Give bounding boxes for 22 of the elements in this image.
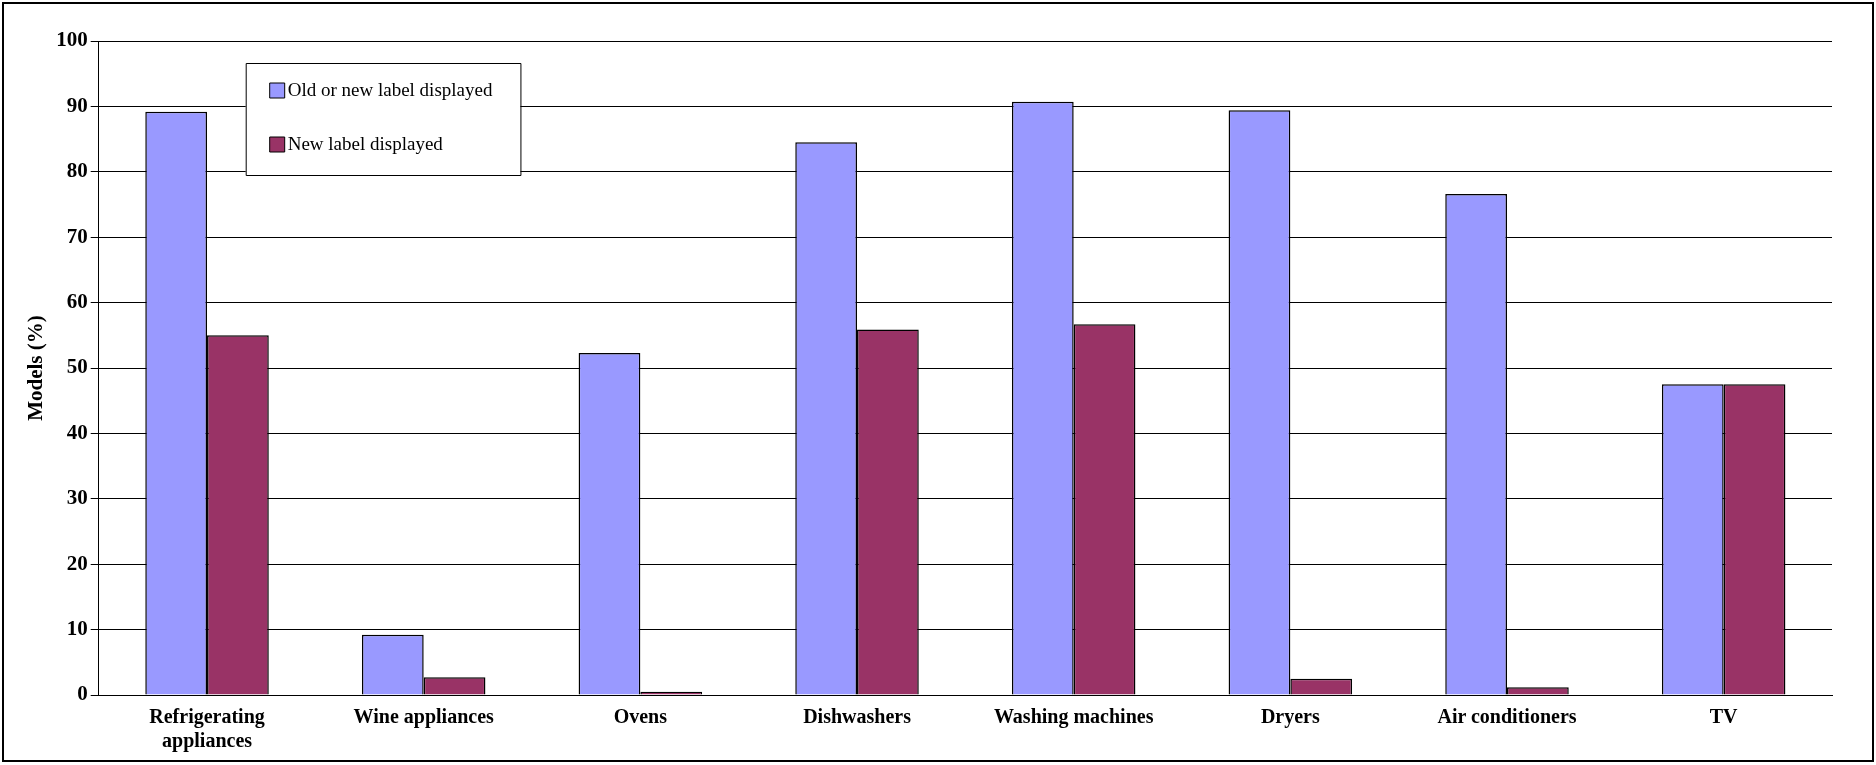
y-tick-label: 10 (66, 616, 88, 641)
x-tick-label: Air conditioners (1437, 705, 1577, 728)
x-tick-label: TV (1709, 705, 1739, 728)
y-tick-label: 60 (66, 289, 88, 314)
y-tick-label: 0 (77, 681, 88, 706)
x-tick-label: Ovens (613, 705, 668, 728)
y-tick-label: 30 (66, 485, 88, 510)
y-tick-label: 100 (56, 27, 88, 52)
x-tick-label: Dryers (1260, 705, 1320, 729)
y-tick-label: 20 (66, 550, 88, 575)
x-tick-label: Dishwashers (803, 705, 912, 728)
x-tick-label: Washing machines (993, 705, 1154, 729)
x-tick-label: Refrigerating appliances (149, 705, 265, 753)
y-tick-label: 50 (66, 354, 88, 379)
y-tick-label: 40 (66, 419, 88, 444)
x-tick-label: Wine appliances (353, 705, 495, 729)
y-axis-title: Models (%) (23, 315, 48, 421)
y-tick-label: 70 (66, 223, 88, 248)
legend-label: New label displayed (287, 132, 444, 154)
legend-label: Old or new label displayed (287, 78, 493, 100)
y-tick-label: 90 (66, 92, 88, 117)
y-tick-label: 80 (66, 158, 88, 183)
